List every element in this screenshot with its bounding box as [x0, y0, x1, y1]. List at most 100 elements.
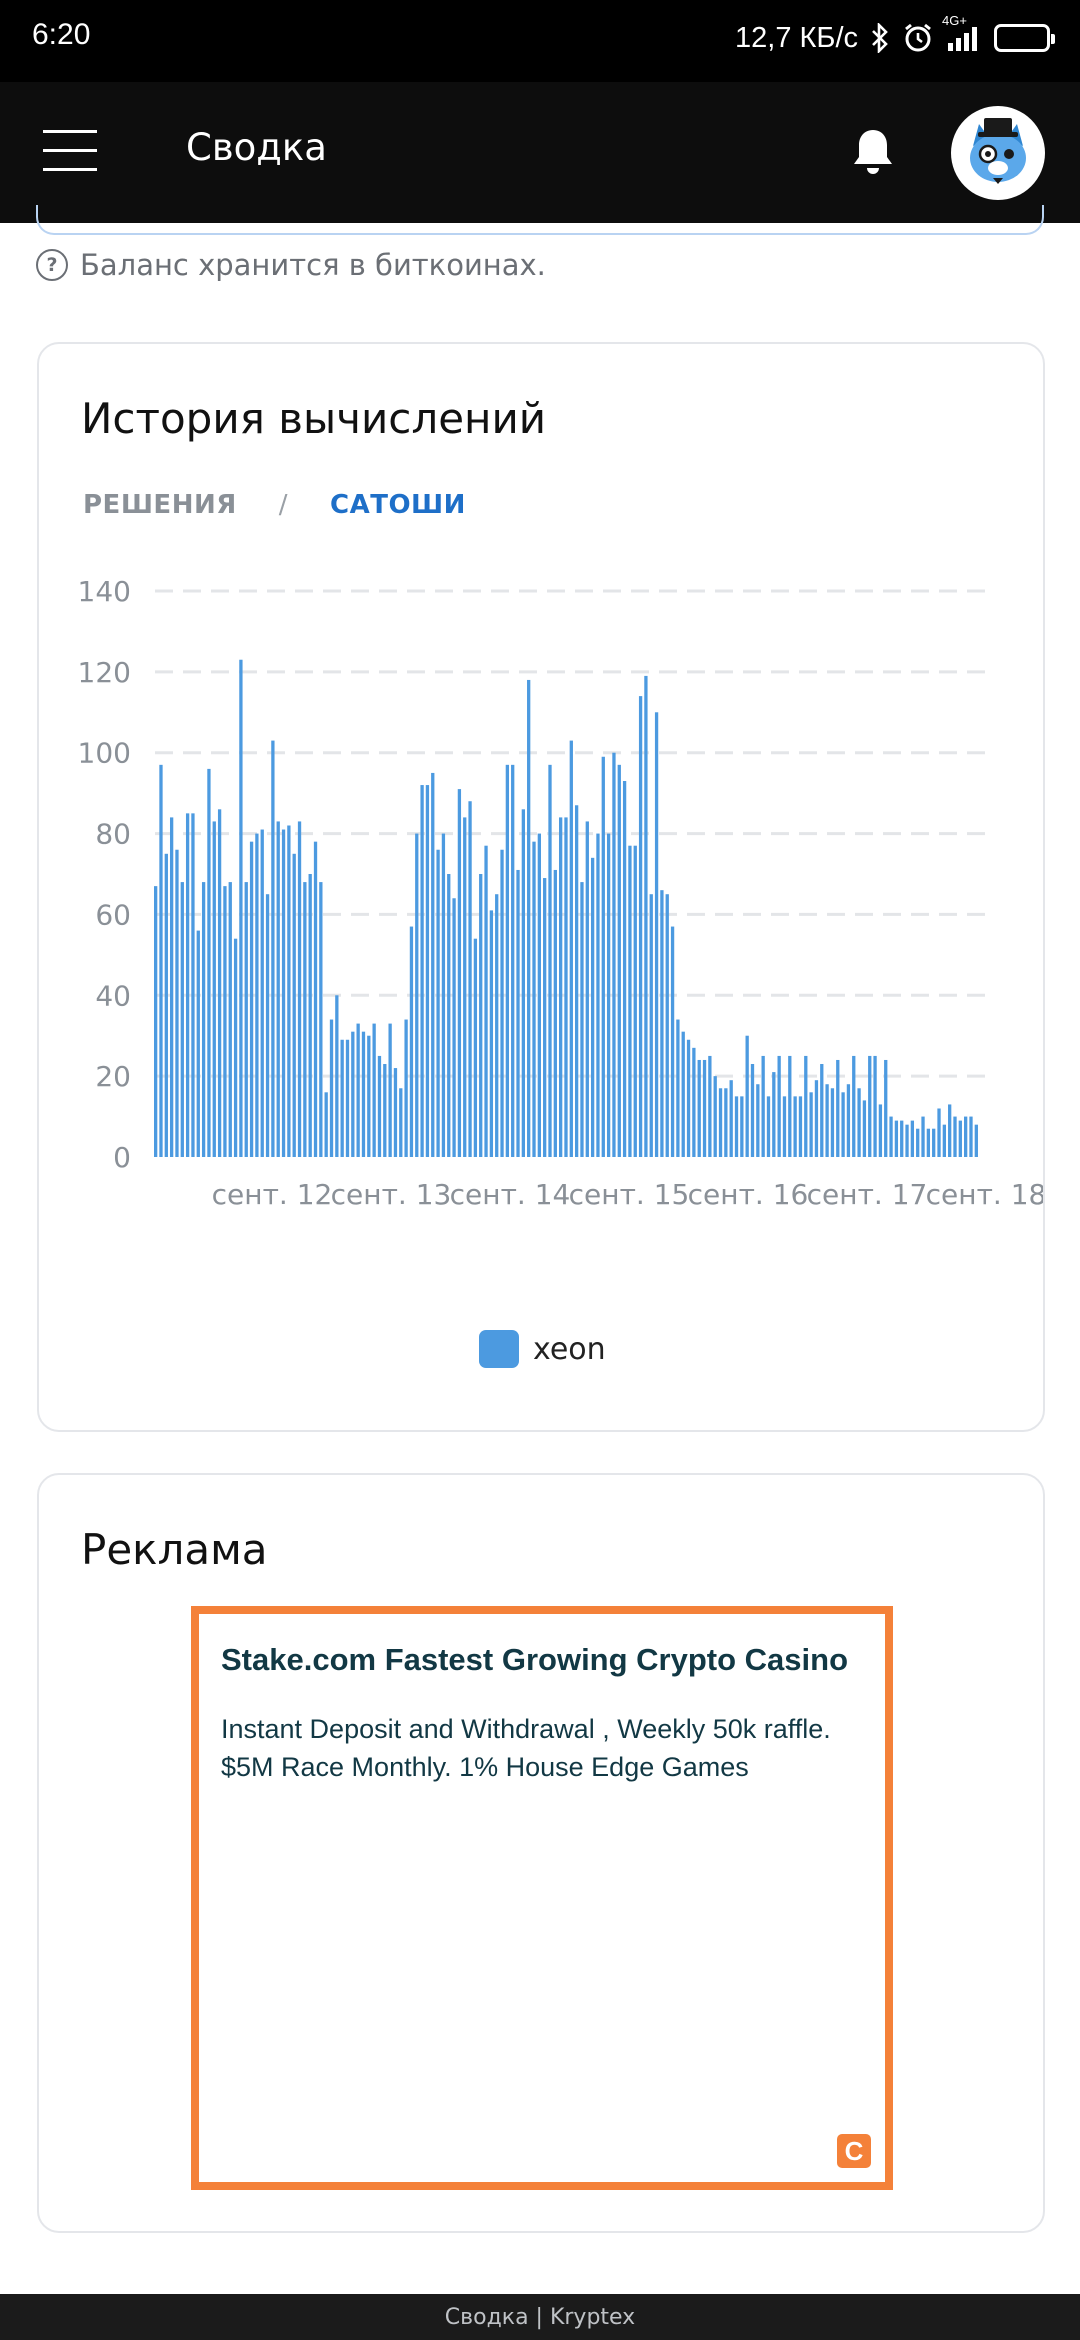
- chart-bar[interactable]: [974, 1124, 978, 1157]
- chart-bar[interactable]: [249, 841, 254, 1157]
- chart-bar[interactable]: [527, 679, 531, 1157]
- chart-bar[interactable]: [569, 740, 573, 1157]
- chart-bar[interactable]: [633, 845, 637, 1157]
- chart-bar[interactable]: [585, 821, 589, 1157]
- chart-bar[interactable]: [884, 1059, 888, 1157]
- chart-bar[interactable]: [788, 1055, 792, 1157]
- chart-bar[interactable]: [308, 874, 312, 1157]
- chart-bar[interactable]: [814, 1080, 819, 1157]
- chart-bar[interactable]: [276, 821, 280, 1157]
- chart-bar[interactable]: [958, 1120, 962, 1157]
- chart-bar[interactable]: [447, 874, 451, 1157]
- avatar[interactable]: [951, 106, 1045, 200]
- chart-bar[interactable]: [484, 845, 488, 1157]
- chart-bar[interactable]: [868, 1055, 872, 1157]
- chart-bar[interactable]: [537, 833, 541, 1157]
- chart-bar[interactable]: [489, 910, 494, 1157]
- menu-icon[interactable]: [43, 130, 97, 172]
- chart-bar[interactable]: [457, 789, 462, 1157]
- chart-bar[interactable]: [196, 930, 200, 1157]
- chart-bar[interactable]: [665, 894, 669, 1157]
- chart-bar[interactable]: [372, 1023, 376, 1157]
- chart-bar[interactable]: [697, 1059, 701, 1157]
- chart-bar[interactable]: [953, 1116, 957, 1157]
- chart-bar[interactable]: [180, 882, 184, 1157]
- ad-badge-icon[interactable]: C: [837, 2134, 871, 2168]
- chart-bar[interactable]: [590, 857, 595, 1157]
- chart-bar[interactable]: [649, 894, 653, 1157]
- chart-bar[interactable]: [468, 801, 472, 1157]
- chart-bar[interactable]: [191, 813, 195, 1157]
- chart-bar[interactable]: [894, 1120, 899, 1157]
- chart-bar[interactable]: [185, 813, 190, 1157]
- chart-legend[interactable]: xeon: [479, 1330, 606, 1368]
- chart-bar[interactable]: [553, 869, 557, 1157]
- tab-solutions[interactable]: РЕШЕНИЯ: [83, 490, 237, 520]
- chart-bar[interactable]: [761, 1055, 765, 1157]
- chart-bar[interactable]: [793, 1096, 797, 1157]
- chart-bar[interactable]: [292, 853, 296, 1157]
- chart-bar[interactable]: [265, 894, 270, 1157]
- chart-bar[interactable]: [559, 817, 563, 1157]
- chart-bar[interactable]: [239, 659, 243, 1157]
- chart-bar[interactable]: [841, 1092, 845, 1157]
- chart-bar[interactable]: [900, 1120, 904, 1157]
- chart-bar[interactable]: [937, 1108, 941, 1157]
- chart-bar[interactable]: [548, 764, 552, 1157]
- chart-bar[interactable]: [329, 1019, 334, 1157]
- chart-bar[interactable]: [910, 1120, 915, 1157]
- chart-bar[interactable]: [441, 833, 446, 1157]
- chart-bar[interactable]: [622, 781, 627, 1157]
- chart-bar[interactable]: [628, 845, 632, 1157]
- chart-bar[interactable]: [159, 764, 163, 1157]
- chart-bar[interactable]: [782, 1096, 787, 1157]
- chart-bar[interactable]: [734, 1096, 739, 1157]
- chart-bar[interactable]: [926, 1128, 931, 1157]
- chart-bar[interactable]: [708, 1055, 712, 1157]
- chart-bar[interactable]: [809, 1092, 813, 1157]
- chart-bar[interactable]: [207, 768, 211, 1157]
- chart-bar[interactable]: [201, 882, 206, 1157]
- chart-bar[interactable]: [505, 764, 510, 1157]
- chart-bar[interactable]: [942, 1124, 946, 1157]
- chart-bar[interactable]: [319, 882, 323, 1157]
- chart-bar[interactable]: [271, 740, 275, 1157]
- chart-bar[interactable]: [335, 995, 339, 1157]
- chart-bar[interactable]: [436, 849, 440, 1157]
- chart-bar[interactable]: [654, 712, 659, 1157]
- chart-bar[interactable]: [281, 829, 286, 1157]
- chart-bar[interactable]: [345, 1039, 350, 1157]
- tab-satoshi[interactable]: САТОШИ: [330, 490, 466, 520]
- chart-bar[interactable]: [479, 874, 483, 1157]
- chart-bar[interactable]: [660, 890, 664, 1157]
- chart-bar[interactable]: [830, 1088, 835, 1157]
- chart-bar[interactable]: [772, 1072, 776, 1157]
- chart-bar[interactable]: [862, 1100, 867, 1157]
- chart-bar[interactable]: [596, 833, 600, 1157]
- chart-bar[interactable]: [521, 809, 525, 1157]
- chart-bar[interactable]: [313, 841, 318, 1157]
- chart-bar[interactable]: [804, 1055, 808, 1157]
- chart-bar[interactable]: [676, 1019, 680, 1157]
- chart-bar[interactable]: [948, 1104, 952, 1157]
- chart-bar[interactable]: [169, 817, 174, 1157]
- ad-banner[interactable]: Stake.com Fastest Growing Crypto Casino …: [191, 1606, 893, 2190]
- chart-bar[interactable]: [463, 817, 467, 1157]
- chart-bar[interactable]: [154, 886, 158, 1157]
- chart-bar[interactable]: [164, 853, 168, 1157]
- chart-bar[interactable]: [351, 1031, 355, 1157]
- chart-bar[interactable]: [473, 938, 478, 1157]
- chart-bar[interactable]: [383, 1064, 387, 1157]
- chart-bar[interactable]: [692, 1047, 696, 1157]
- chart-bar[interactable]: [686, 1039, 691, 1157]
- chart-bar[interactable]: [964, 1116, 968, 1157]
- chart-bar[interactable]: [756, 1084, 760, 1157]
- chart-bar[interactable]: [564, 817, 568, 1157]
- chart-bar[interactable]: [420, 785, 424, 1157]
- chart-bar[interactable]: [846, 1084, 851, 1157]
- chart-bar[interactable]: [175, 849, 179, 1157]
- chart-bar[interactable]: [916, 1128, 920, 1157]
- chart-bar[interactable]: [798, 1096, 803, 1157]
- chart-bar[interactable]: [766, 1096, 771, 1157]
- chart-bar[interactable]: [495, 894, 499, 1157]
